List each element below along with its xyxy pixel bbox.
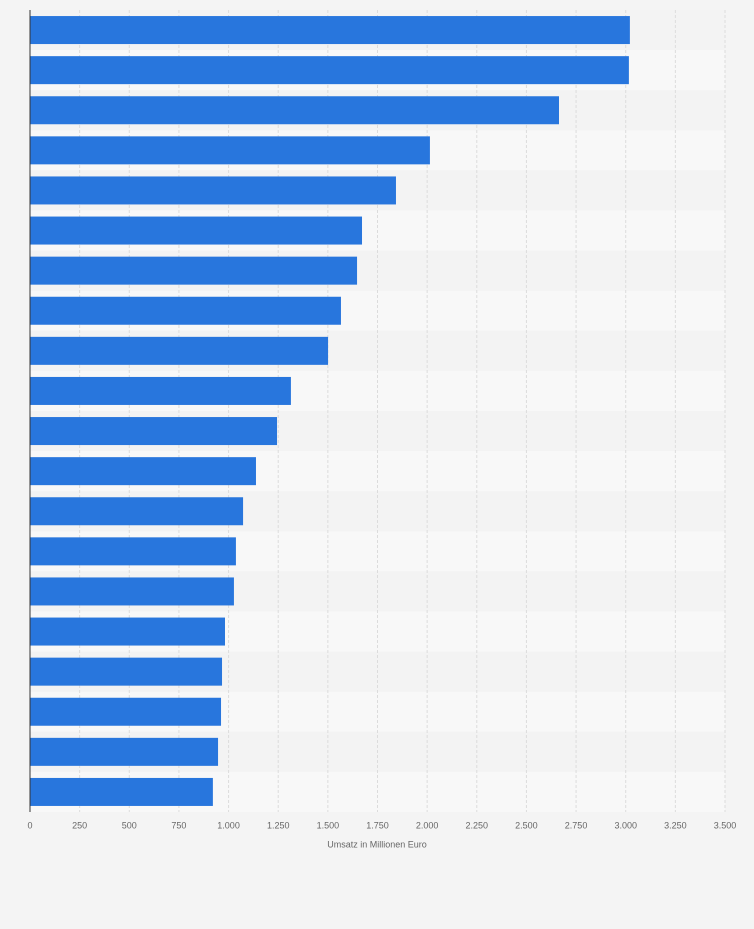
bar — [30, 216, 363, 245]
bar — [30, 256, 358, 285]
bar — [30, 657, 223, 686]
x-tick-label: 2.500 — [515, 820, 538, 830]
x-tick-label: 2.250 — [466, 820, 489, 830]
x-tick-label: 1.000 — [217, 820, 240, 830]
bar — [30, 417, 278, 446]
x-tick-label: 250 — [72, 820, 87, 830]
bar — [30, 617, 225, 646]
bar — [30, 96, 559, 125]
x-tick-label: 1.750 — [366, 820, 389, 830]
x-tick-label: 750 — [171, 820, 186, 830]
x-tick-label: 3.250 — [664, 820, 687, 830]
x-tick-label: 3.500 — [714, 820, 737, 830]
x-tick-label: 500 — [122, 820, 137, 830]
x-tick-label: 2.000 — [416, 820, 439, 830]
bar — [30, 777, 213, 806]
x-axis-label: Umsatz in Millionen Euro — [327, 839, 427, 849]
x-tick-label: 1.500 — [317, 820, 340, 830]
bar — [30, 376, 291, 405]
bar — [30, 737, 219, 766]
bar — [30, 56, 629, 85]
bar — [30, 296, 341, 325]
x-tick-label: 1.250 — [267, 820, 290, 830]
x-tick-label: 0 — [27, 820, 32, 830]
x-tick-label: 2.750 — [565, 820, 588, 830]
bar — [30, 16, 630, 45]
bar — [30, 176, 396, 205]
bar — [30, 457, 256, 486]
bar — [30, 537, 236, 566]
x-tick-label: 3.000 — [614, 820, 637, 830]
bar — [30, 497, 244, 526]
bar — [30, 136, 430, 165]
bar — [30, 336, 329, 365]
bar — [30, 577, 234, 606]
bar — [30, 697, 222, 726]
